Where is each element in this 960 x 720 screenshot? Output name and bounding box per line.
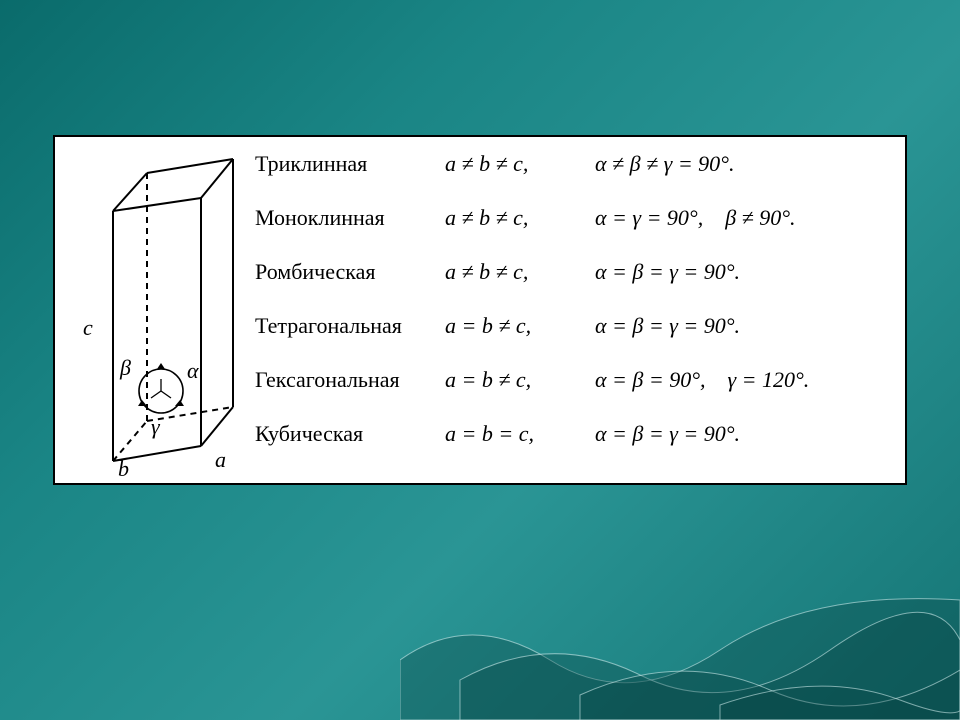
angle-relation: α ≠ β ≠ γ = 90°. bbox=[595, 151, 895, 177]
system-name: Гексагональная bbox=[255, 367, 445, 393]
list-item: Триклинная a ≠ b ≠ c, α ≠ β ≠ γ = 90°. bbox=[255, 151, 895, 205]
abc-relation: a = b ≠ c, bbox=[445, 313, 595, 339]
abc-relation: a = b = c, bbox=[445, 421, 595, 447]
label-gamma: γ bbox=[151, 414, 161, 439]
label-beta: β bbox=[119, 355, 131, 380]
crystal-systems-list: Триклинная a ≠ b ≠ c, α ≠ β ≠ γ = 90°. М… bbox=[255, 151, 895, 475]
abc-relation: a ≠ b ≠ c, bbox=[445, 259, 595, 285]
slide: c a b α β γ Триклинная a ≠ b ≠ c, α ≠ β … bbox=[0, 0, 960, 720]
system-name: Моноклинная bbox=[255, 205, 445, 231]
list-item: Гексагональная a = b ≠ c, α = β = 90°, γ… bbox=[255, 367, 895, 421]
list-item: Кубическая a = b = c, α = β = γ = 90°. bbox=[255, 421, 895, 475]
angle-relation: α = β = γ = 90°. bbox=[595, 259, 895, 285]
system-name: Тетрагональная bbox=[255, 313, 445, 339]
abc-relation: a ≠ b ≠ c, bbox=[445, 205, 595, 231]
label-alpha: α bbox=[187, 358, 199, 383]
unit-cell-diagram: c a b α β γ bbox=[65, 145, 240, 477]
angle-relation: α = β = γ = 90°. bbox=[595, 421, 895, 447]
angle-relation: α = β = 90°, γ = 120°. bbox=[595, 367, 895, 393]
label-c: c bbox=[83, 315, 93, 340]
abc-relation: a ≠ b ≠ c, bbox=[445, 151, 595, 177]
content-panel: c a b α β γ Триклинная a ≠ b ≠ c, α ≠ β … bbox=[53, 135, 907, 485]
list-item: Тетрагональная a = b ≠ c, α = β = γ = 90… bbox=[255, 313, 895, 367]
angle-circle bbox=[138, 363, 184, 413]
system-name: Кубическая bbox=[255, 421, 445, 447]
label-b: b bbox=[118, 456, 129, 477]
list-item: Ромбическая a ≠ b ≠ c, α = β = γ = 90°. bbox=[255, 259, 895, 313]
list-item: Моноклинная a ≠ b ≠ c, α = γ = 90°, β ≠ … bbox=[255, 205, 895, 259]
decorative-waves bbox=[400, 530, 960, 720]
abc-relation: a = b ≠ c, bbox=[445, 367, 595, 393]
system-name: Ромбическая bbox=[255, 259, 445, 285]
angle-relation: α = γ = 90°, β ≠ 90°. bbox=[595, 205, 895, 231]
label-a: a bbox=[215, 447, 226, 472]
angle-relation: α = β = γ = 90°. bbox=[595, 313, 895, 339]
system-name: Триклинная bbox=[255, 151, 445, 177]
